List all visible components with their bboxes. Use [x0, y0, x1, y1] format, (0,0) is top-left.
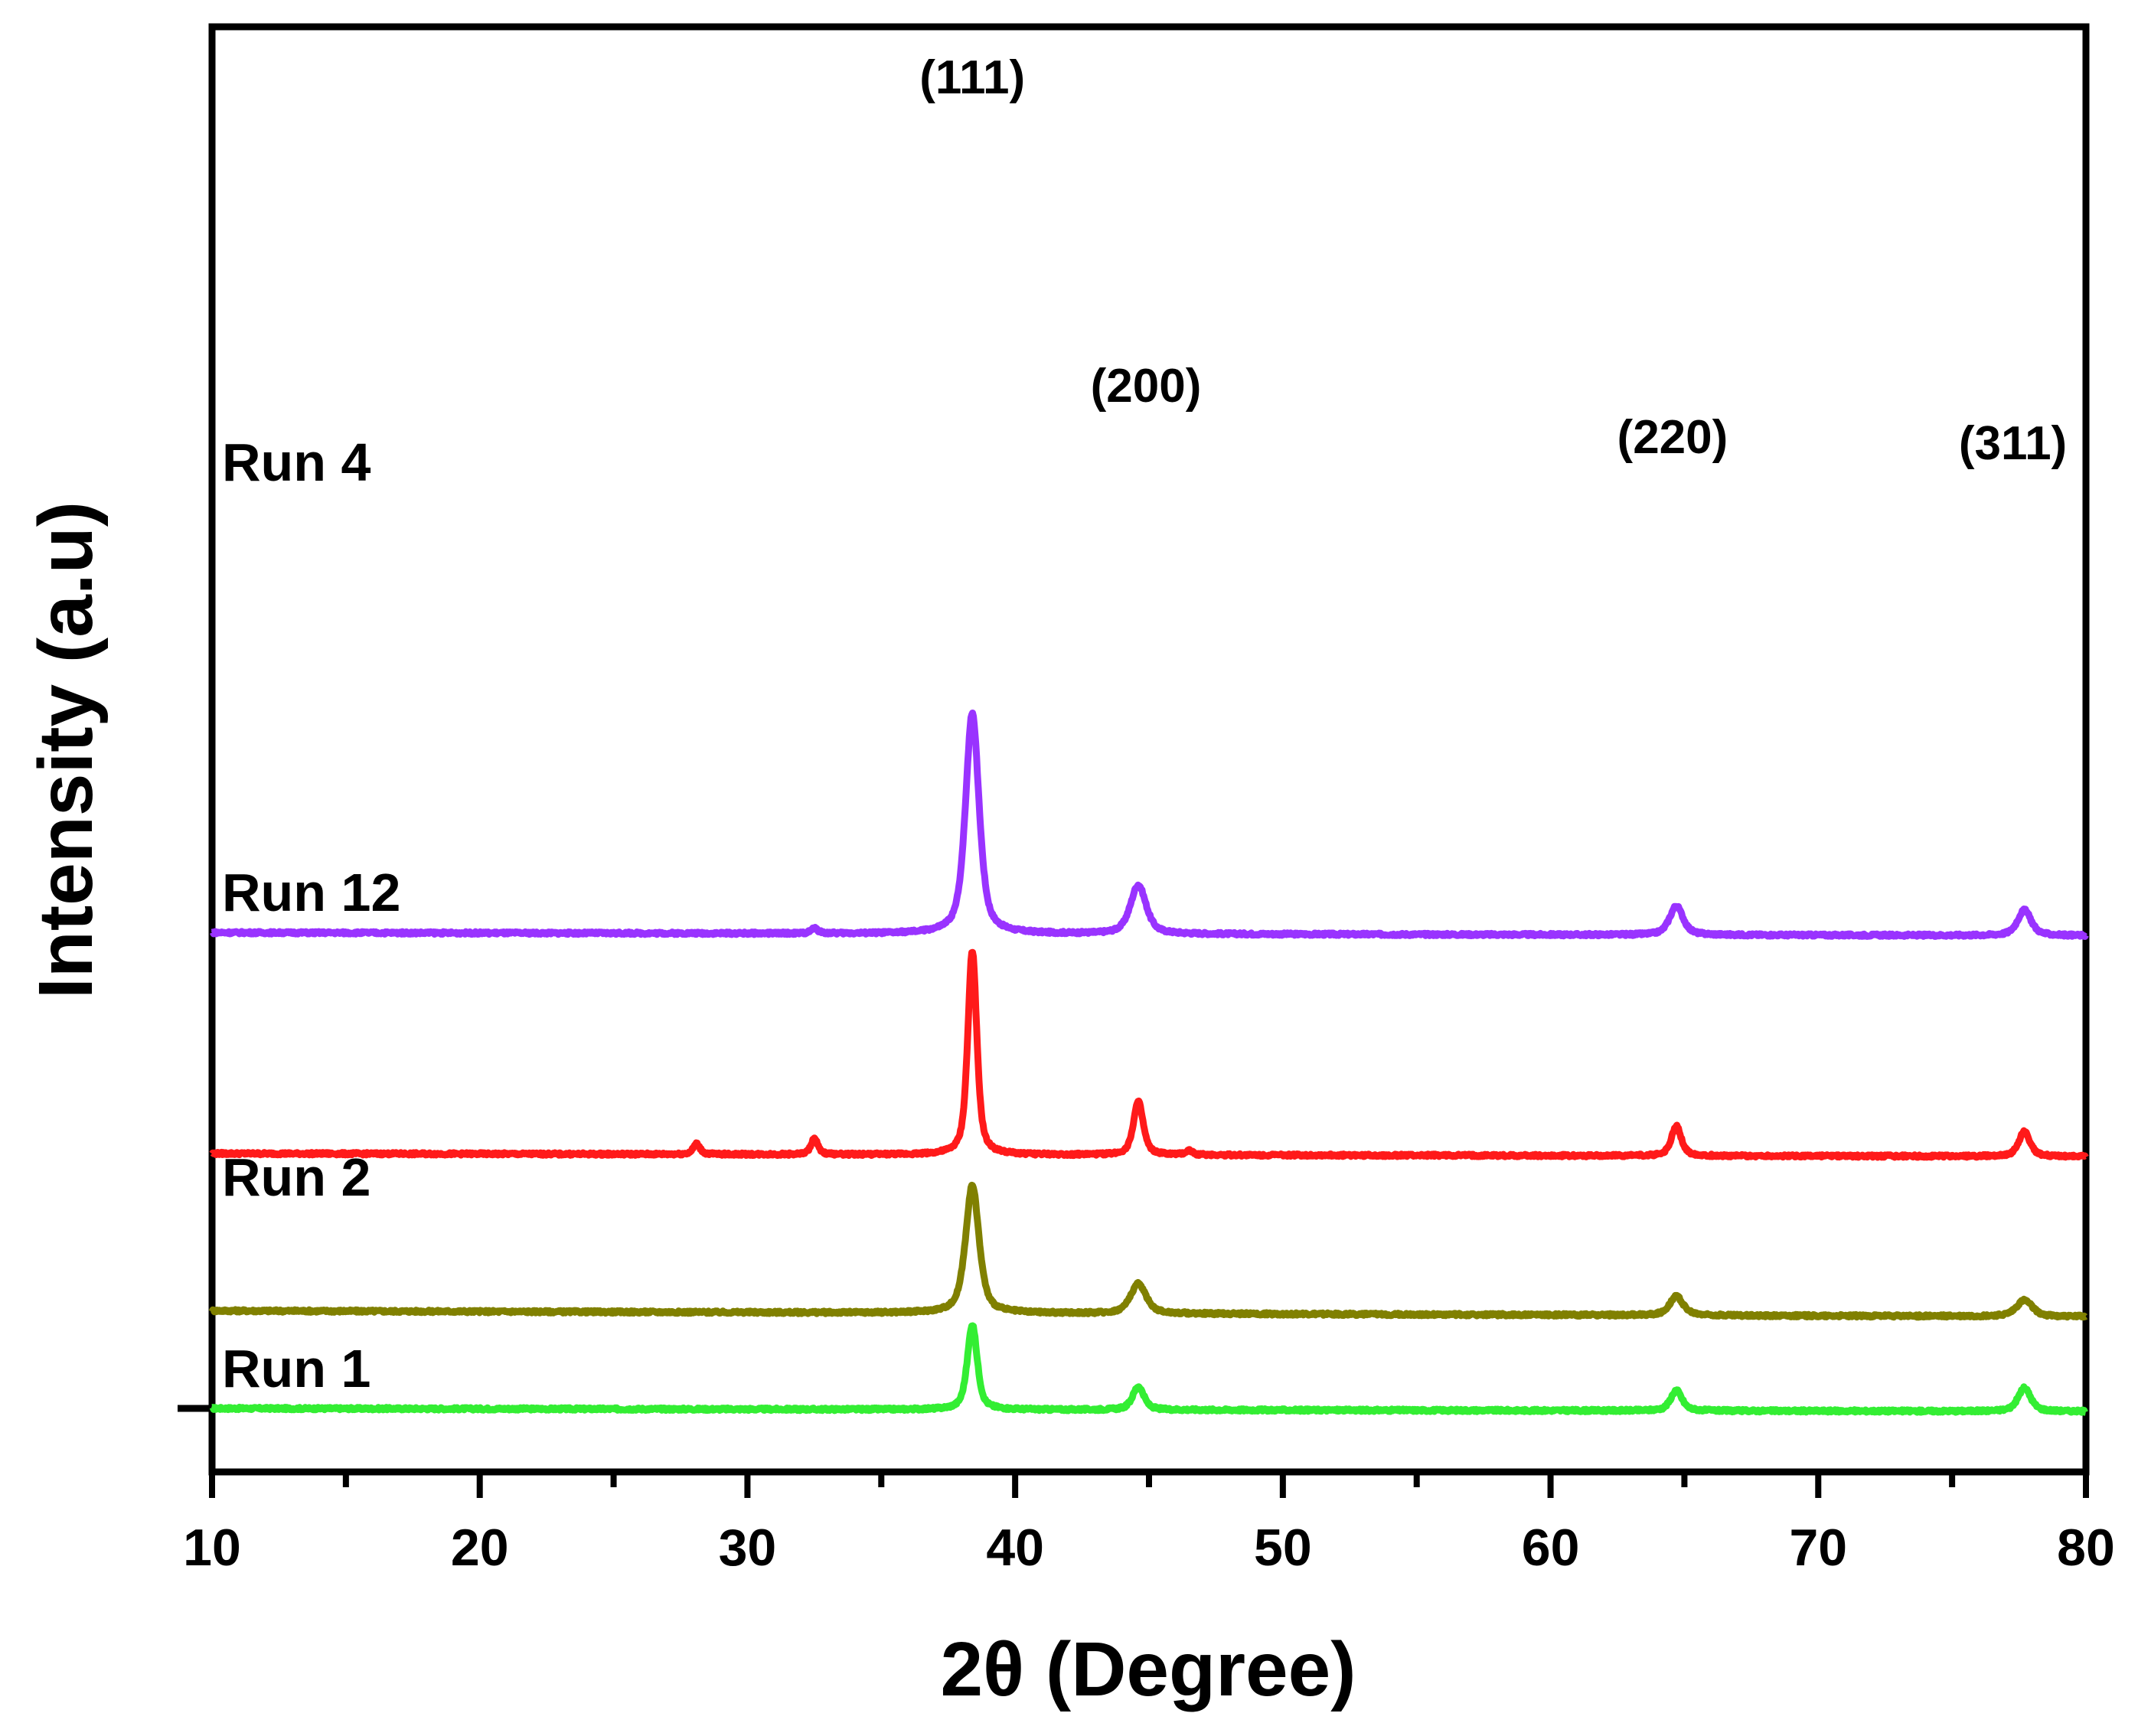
x-axis-ticks: 10 20 30 40 50 60 70 80 [183, 1472, 2115, 1577]
series-line-run-12 [209, 948, 2089, 1161]
x-tick-label: 50 [1254, 1519, 1312, 1577]
x-tick-label: 10 [183, 1519, 241, 1577]
series-line-run-4 [209, 710, 2089, 940]
plot-frame [208, 23, 2090, 1476]
series-label: Run 12 [222, 863, 400, 922]
x-tick-label: 20 [451, 1519, 509, 1577]
peak-labels: (111) (200) (220) (311) [919, 51, 2067, 470]
x-tick-label: 40 [986, 1519, 1044, 1577]
series-line-run-1 [209, 1322, 2089, 1416]
peak-label: (200) [1091, 360, 1202, 413]
x-tick-label: 70 [1789, 1519, 1847, 1577]
peak-label: (220) [1617, 411, 1728, 464]
series-label: Run 4 [222, 432, 371, 492]
x-tick-label: 30 [719, 1519, 777, 1577]
x-tick-label: 80 [2057, 1519, 2115, 1577]
series-label: Run 1 [222, 1339, 370, 1398]
series-line-run-2 [208, 1181, 2089, 1321]
y-axis-title: Intensity (a.u) [23, 501, 109, 999]
peak-label: (311) [1959, 417, 2067, 470]
x-tick-label: 60 [1522, 1519, 1580, 1577]
peak-label: (111) [919, 51, 1025, 104]
x-axis-title: 2θ (Degree) [940, 1627, 1356, 1712]
